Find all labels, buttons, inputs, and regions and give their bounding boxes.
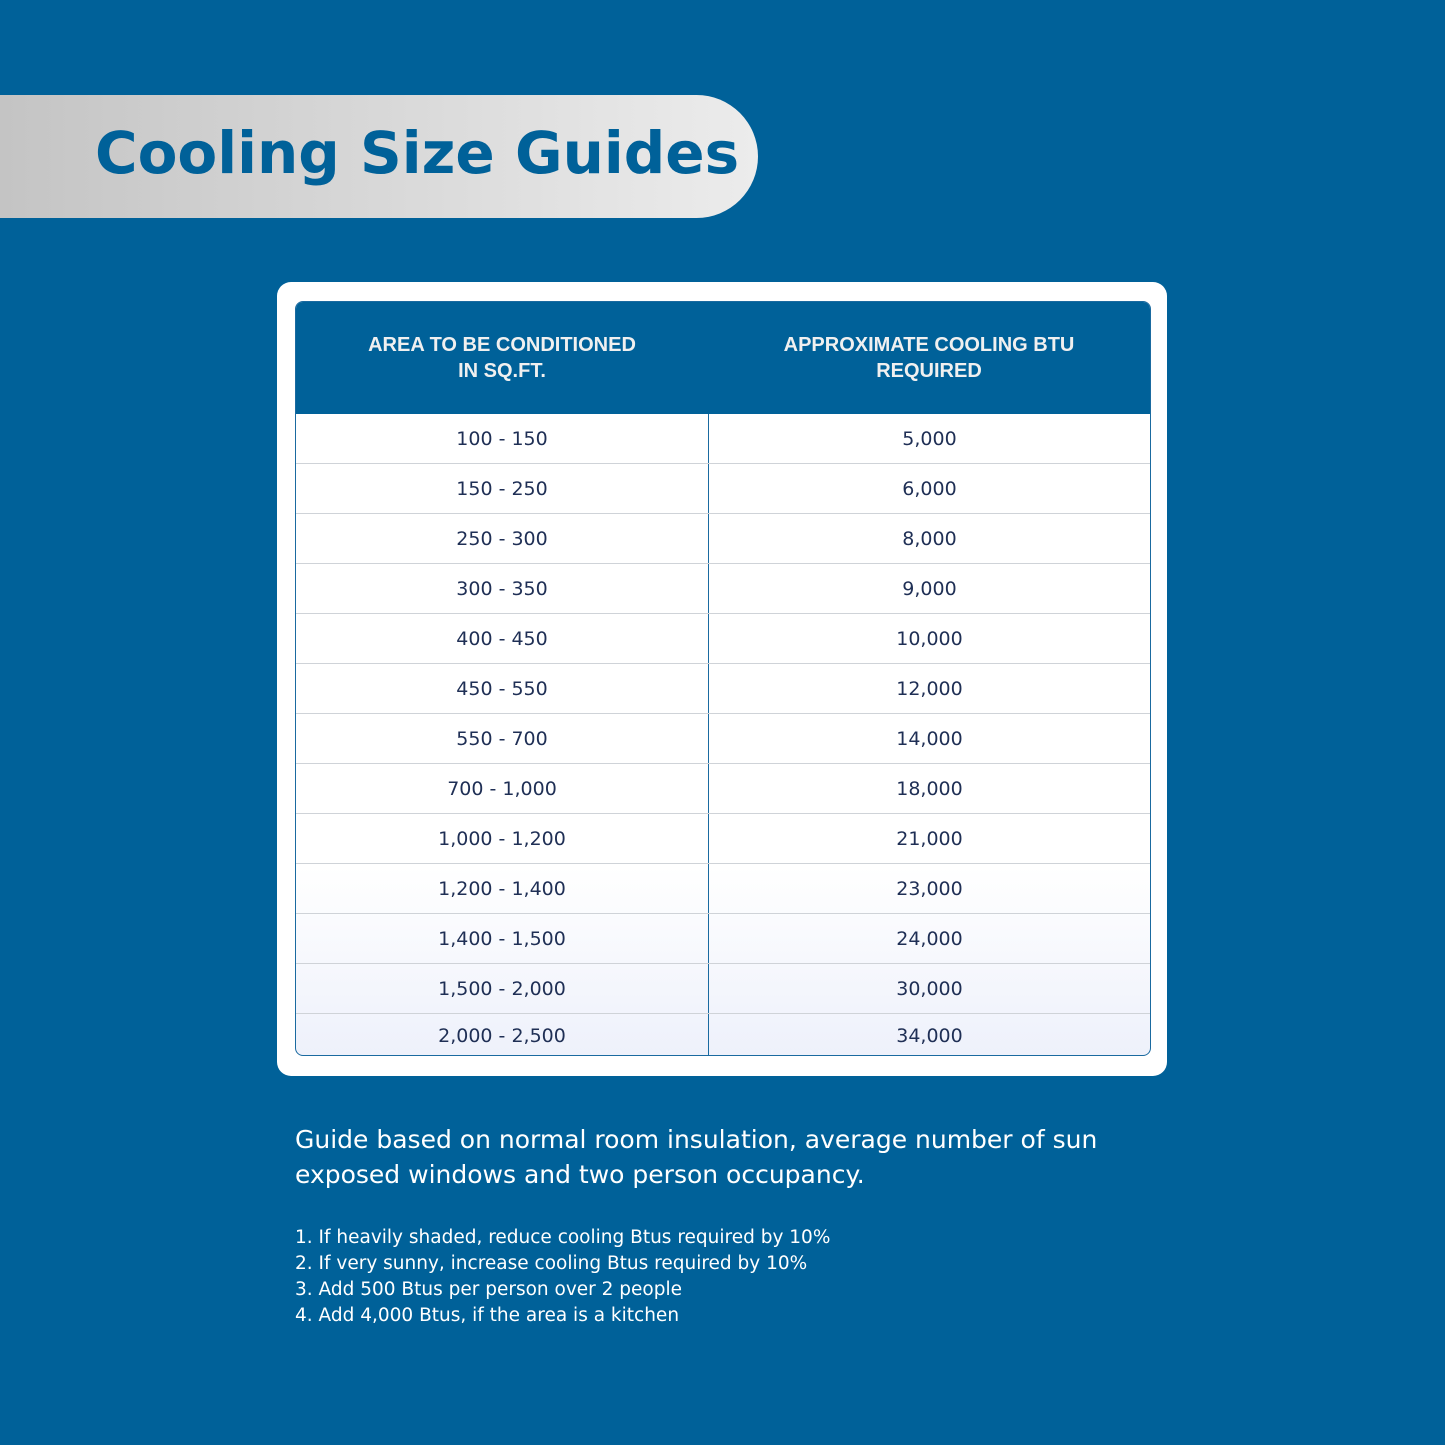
- table-row: 400 - 450 10,000: [296, 614, 1150, 664]
- table-row: 2,000 - 2,500 34,000: [296, 1014, 1150, 1055]
- table-row: 1,000 - 1,200 21,000: [296, 814, 1150, 864]
- btu-cell: 23,000: [896, 877, 963, 900]
- btu-cell: 21,000: [896, 827, 963, 850]
- table-row: 1,400 - 1,500 24,000: [296, 914, 1150, 964]
- btu-cell: 34,000: [896, 1024, 963, 1047]
- area-cell: 450 - 550: [296, 664, 709, 713]
- header-btu: APPROXIMATE COOLING BTU REQUIRED: [783, 334, 1075, 382]
- area-cell: 300 - 350: [296, 564, 709, 613]
- notes-list: 1. If heavily shaded, reduce cooling Btu…: [295, 1225, 830, 1329]
- cooling-table: AREA TO BE CONDITIONED IN SQ.FT. APPROXI…: [295, 301, 1151, 1056]
- table-row: 550 - 700 14,000: [296, 714, 1150, 764]
- area-cell: 2,000 - 2,500: [296, 1014, 709, 1055]
- area-cell: 700 - 1,000: [296, 764, 709, 813]
- note-item: 4. Add 4,000 Btus, if the area is a kitc…: [295, 1305, 680, 1326]
- area-cell: 400 - 450: [296, 614, 709, 663]
- btu-cell: 6,000: [902, 477, 957, 500]
- btu-cell: 10,000: [896, 627, 963, 650]
- area-cell: 100 - 150: [296, 414, 709, 463]
- table-row: 1,500 - 2,000 30,000: [296, 964, 1150, 1014]
- btu-cell: 9,000: [902, 577, 957, 600]
- area-cell: 1,200 - 1,400: [296, 864, 709, 913]
- note-item: 1. If heavily shaded, reduce cooling Btu…: [295, 1227, 831, 1248]
- area-cell: 1,400 - 1,500: [296, 914, 709, 963]
- area-cell: 250 - 300: [296, 514, 709, 563]
- table-row: 150 - 250 6,000: [296, 464, 1150, 514]
- table-row: 300 - 350 9,000: [296, 564, 1150, 614]
- btu-cell: 8,000: [902, 527, 957, 550]
- note-item: 2. If very sunny, increase cooling Btus …: [295, 1253, 808, 1274]
- area-cell: 150 - 250: [296, 464, 709, 513]
- table-row: 700 - 1,000 18,000: [296, 764, 1150, 814]
- area-cell: 550 - 700: [296, 714, 709, 763]
- note-item: 3. Add 500 Btus per person over 2 people: [295, 1279, 683, 1300]
- guide-text: Guide based on normal room insulation, a…: [295, 1125, 1098, 1189]
- area-cell: 1,500 - 2,000: [296, 964, 709, 1013]
- btu-cell: 30,000: [896, 977, 963, 1000]
- table-header: AREA TO BE CONDITIONED IN SQ.FT. APPROXI…: [296, 302, 1150, 414]
- table-row: 1,200 - 1,400 23,000: [296, 864, 1150, 914]
- btu-cell: 5,000: [902, 427, 957, 450]
- btu-cell: 14,000: [896, 727, 963, 750]
- title-banner: Cooling Size Guides: [0, 95, 758, 218]
- btu-cell: 12,000: [896, 677, 963, 700]
- header-area: AREA TO BE CONDITIONED IN SQ.FT.: [368, 334, 636, 382]
- table-row: 100 - 150 5,000: [296, 414, 1150, 464]
- area-cell: 1,000 - 1,200: [296, 814, 709, 863]
- btu-cell: 18,000: [896, 777, 963, 800]
- table-row: 250 - 300 8,000: [296, 514, 1150, 564]
- table-row: 450 - 550 12,000: [296, 664, 1150, 714]
- btu-cell: 24,000: [896, 927, 963, 950]
- page-title: Cooling Size Guides: [95, 119, 740, 187]
- table-card: AREA TO BE CONDITIONED IN SQ.FT. APPROXI…: [277, 282, 1167, 1076]
